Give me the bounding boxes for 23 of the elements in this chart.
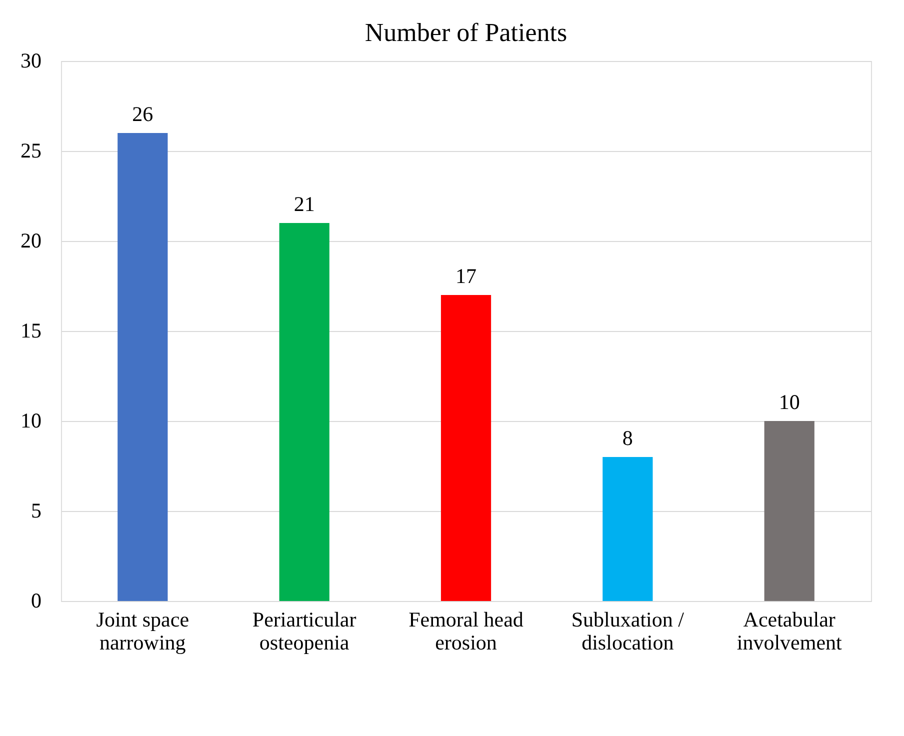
x-tick-label: Joint space narrowing: [96, 608, 190, 654]
x-tick-label: Acetabular involvement: [736, 608, 842, 654]
y-tick-label: 30: [20, 48, 42, 72]
data-label: 8: [622, 426, 633, 450]
data-label: 10: [778, 390, 800, 414]
y-tick-label: 0: [31, 588, 42, 612]
bar: [279, 223, 330, 601]
data-label: 21: [294, 192, 315, 216]
x-tick-label: Periarticular osteopenia: [252, 608, 356, 654]
bar: [602, 457, 653, 601]
bar: [440, 295, 492, 601]
data-label: 17: [456, 264, 476, 288]
x-tick-label: Femoral head erosion: [408, 608, 524, 654]
bar: [118, 133, 168, 601]
data-label: 26: [132, 102, 154, 126]
chart-title: Number of Patients: [364, 18, 568, 47]
y-tick-label: 10: [20, 408, 42, 432]
y-tick-label: 5: [31, 498, 42, 522]
y-tick-label: 20: [20, 228, 42, 252]
y-tick-label: 15: [20, 318, 42, 342]
y-tick-label: 25: [20, 138, 42, 162]
x-tick-label: Subluxation / dislocation: [571, 608, 684, 654]
bar: [764, 421, 814, 601]
